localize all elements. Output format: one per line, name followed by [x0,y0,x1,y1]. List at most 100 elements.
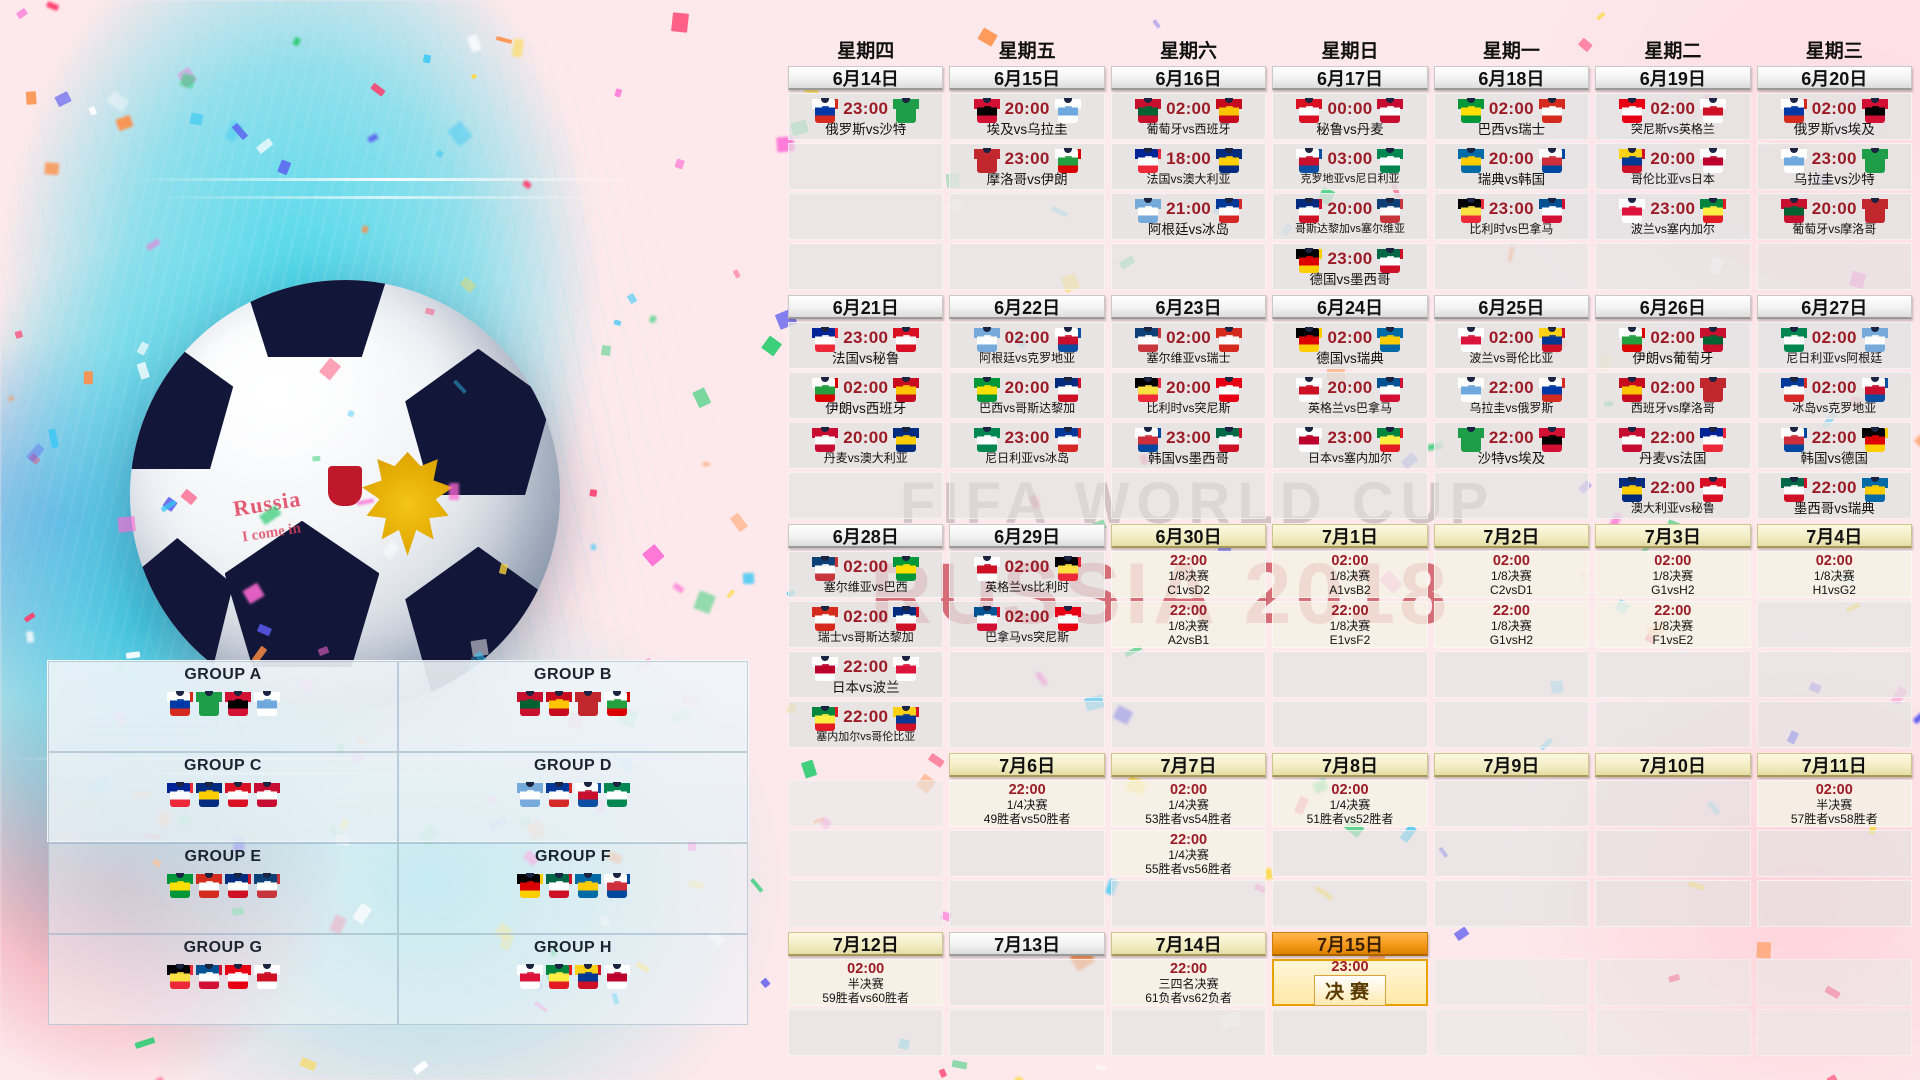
match-cell[interactable]: 02:00 尼日利亚vs阿根廷 [1756,322,1912,369]
date-header[interactable]: 7月4日 [1756,524,1912,548]
match-cell[interactable]: 20:00 哥伦比亚vs日本 [1595,143,1751,190]
group-box-group-b[interactable]: GROUP B [398,661,748,752]
date-header[interactable]: 7月2日 [1433,524,1590,548]
match-cell[interactable]: 00:00 秘鲁vs丹麦 [1272,93,1428,140]
match-cell[interactable]: 23:00 尼日利亚vs冰岛 [949,422,1105,469]
knockout-match-cell[interactable]: 02:00 1/8决赛 A1vsB2 [1272,551,1428,598]
match-cell[interactable]: 22:00 日本vs波兰 [788,651,944,698]
match-cell[interactable]: 21:00 阿根廷vs冰岛 [1110,193,1267,240]
knockout-match-cell[interactable]: 22:00 1/8决赛 A2vsB1 [1110,601,1267,648]
date-header[interactable]: 6月16日 [1110,66,1267,90]
match-cell[interactable]: 23:00 比利时vs巴拿马 [1433,193,1590,240]
group-box-group-d[interactable]: GROUP D [398,752,748,843]
group-box-group-h[interactable]: GROUP H [398,934,748,1025]
date-header[interactable]: 7月11日 [1756,753,1912,777]
knockout-match-cell[interactable]: 02:00 1/8决赛 G1vsH2 [1595,551,1751,598]
knockout-match-cell[interactable]: 22:00 三四名决赛 61负者vs62负者 [1110,959,1267,1006]
match-cell[interactable]: 20:00 埃及vs乌拉圭 [949,93,1105,140]
match-cell[interactable]: 23:00 摩洛哥vs伊朗 [949,143,1105,190]
match-cell[interactable]: 23:00 法国vs秘鲁 [788,322,944,369]
match-cell[interactable]: 23:00 日本vs塞内加尔 [1272,422,1428,469]
date-header[interactable]: 6月19日 [1595,66,1751,90]
group-box-group-a[interactable]: GROUP A [48,661,398,752]
date-header[interactable]: 7月8日 [1272,753,1428,777]
match-cell[interactable]: 02:00 葡萄牙vs西班牙 [1110,93,1267,140]
date-header[interactable]: 6月15日 [949,66,1105,90]
match-cell[interactable]: 02:00 巴西vs瑞士 [1433,93,1590,140]
match-cell[interactable]: 02:00 伊朗vs葡萄牙 [1595,322,1751,369]
match-cell[interactable]: 22:00 沙特vs埃及 [1433,422,1590,469]
knockout-match-cell[interactable]: 02:00 1/8决赛 H1vsG2 [1756,551,1912,598]
date-header[interactable]: 7月6日 [949,753,1105,777]
match-cell[interactable]: 02:00 瑞士vs哥斯达黎加 [788,601,944,648]
match-cell[interactable]: 23:00 俄罗斯vs沙特 [788,93,944,140]
knockout-match-cell[interactable]: 02:00 1/4决赛 53胜者vs54胜者 [1110,780,1267,827]
date-header[interactable]: 7月10日 [1595,753,1751,777]
date-header[interactable]: 6月14日 [788,66,944,90]
knockout-match-cell[interactable]: 02:00 1/4决赛 51胜者vs52胜者 [1272,780,1428,827]
match-cell[interactable]: 22:00 塞内加尔vs哥伦比亚 [788,701,944,748]
match-cell[interactable]: 02:00 突尼斯vs英格兰 [1595,93,1751,140]
match-cell[interactable]: 02:00 冰岛vs克罗地亚 [1756,372,1912,419]
match-cell[interactable]: 02:00 阿根廷vs克罗地亚 [949,322,1105,369]
match-cell[interactable]: 20:00 葡萄牙vs摩洛哥 [1756,193,1912,240]
date-header[interactable]: 6月22日 [949,295,1105,319]
knockout-match-cell[interactable]: 22:00 1/4决赛 55胜者vs56胜者 [1110,830,1267,877]
date-header[interactable]: 7月1日 [1272,524,1428,548]
match-cell[interactable]: 20:00 英格兰vs巴拿马 [1272,372,1428,419]
match-cell[interactable]: 02:00 伊朗vs西班牙 [788,372,944,419]
match-cell[interactable]: 02:00 巴拿马vs突尼斯 [949,601,1105,648]
match-cell[interactable]: 22:00 乌拉圭vs俄罗斯 [1433,372,1590,419]
match-cell[interactable]: 02:00 塞尔维亚vs瑞士 [1110,322,1267,369]
date-header[interactable]: 6月25日 [1433,295,1590,319]
group-box-group-c[interactable]: GROUP C [48,752,398,843]
match-cell[interactable]: 22:00 丹麦vs法国 [1595,422,1751,469]
match-cell[interactable]: 20:00 瑞典vs韩国 [1433,143,1590,190]
match-cell[interactable]: 23:00 乌拉圭vs沙特 [1756,143,1912,190]
match-cell[interactable]: 22:00 韩国vs德国 [1756,422,1912,469]
knockout-match-cell[interactable]: 22:00 1/8决赛 E1vsF2 [1272,601,1428,648]
date-header[interactable]: 6月26日 [1595,295,1751,319]
knockout-match-cell[interactable]: 23:00 决赛 [1272,959,1428,1006]
match-cell[interactable]: 18:00 法国vs澳大利亚 [1110,143,1267,190]
match-cell[interactable]: 02:00 西班牙vs摩洛哥 [1595,372,1751,419]
date-header[interactable]: 6月20日 [1756,66,1912,90]
date-header[interactable]: 7月12日 [788,932,944,956]
date-header[interactable]: 6月29日 [949,524,1105,548]
knockout-match-cell[interactable]: 02:00 半决赛 59胜者vs60胜者 [788,959,944,1006]
knockout-match-cell[interactable]: 02:00 1/8决赛 C2vsD1 [1433,551,1590,598]
match-cell[interactable]: 02:00 塞尔维亚vs巴西 [788,551,944,598]
date-header[interactable]: 7月15日 [1272,932,1428,956]
group-box-group-f[interactable]: GROUP F [398,843,748,934]
date-header[interactable]: 6月24日 [1272,295,1428,319]
date-header[interactable]: 7月3日 [1595,524,1751,548]
group-box-group-g[interactable]: GROUP G [48,934,398,1025]
knockout-match-cell[interactable]: 22:00 1/8决赛 F1vsE2 [1595,601,1751,648]
date-header[interactable]: 6月17日 [1272,66,1428,90]
date-header[interactable]: 6月30日 [1110,524,1267,548]
match-cell[interactable]: 03:00 克罗地亚vs尼日利亚 [1272,143,1428,190]
date-header[interactable]: 6月21日 [788,295,944,319]
date-header[interactable]: 6月27日 [1756,295,1912,319]
match-cell[interactable]: 02:00 俄罗斯vs埃及 [1756,93,1912,140]
match-cell[interactable]: 23:00 波兰vs塞内加尔 [1595,193,1751,240]
group-box-group-e[interactable]: GROUP E [48,843,398,934]
knockout-match-cell[interactable]: 02:00 半决赛 57胜者vs58胜者 [1756,780,1912,827]
date-header[interactable]: 6月18日 [1433,66,1590,90]
match-cell[interactable]: 02:00 英格兰vs比利时 [949,551,1105,598]
date-header[interactable]: 7月9日 [1433,753,1590,777]
match-cell[interactable]: 20:00 巴西vs哥斯达黎加 [949,372,1105,419]
match-cell[interactable]: 22:00 墨西哥vs瑞典 [1756,472,1912,519]
match-cell[interactable]: 20:00 比利时vs突尼斯 [1110,372,1267,419]
knockout-match-cell[interactable]: 22:00 1/8决赛 G1vsH2 [1433,601,1590,648]
match-cell[interactable]: 02:00 德国vs瑞典 [1272,322,1428,369]
date-header[interactable]: 7月13日 [949,932,1105,956]
date-header[interactable]: 6月28日 [788,524,944,548]
match-cell[interactable]: 20:00 哥斯达黎加vs塞尔维亚 [1272,193,1428,240]
match-cell[interactable]: 22:00 澳大利亚vs秘鲁 [1595,472,1751,519]
match-cell[interactable]: 23:00 德国vs墨西哥 [1272,243,1428,290]
knockout-match-cell[interactable]: 22:00 1/8决赛 C1vsD2 [1110,551,1267,598]
date-header[interactable]: 6月23日 [1110,295,1267,319]
match-cell[interactable]: 20:00 丹麦vs澳大利亚 [788,422,944,469]
date-header[interactable]: 7月7日 [1110,753,1267,777]
